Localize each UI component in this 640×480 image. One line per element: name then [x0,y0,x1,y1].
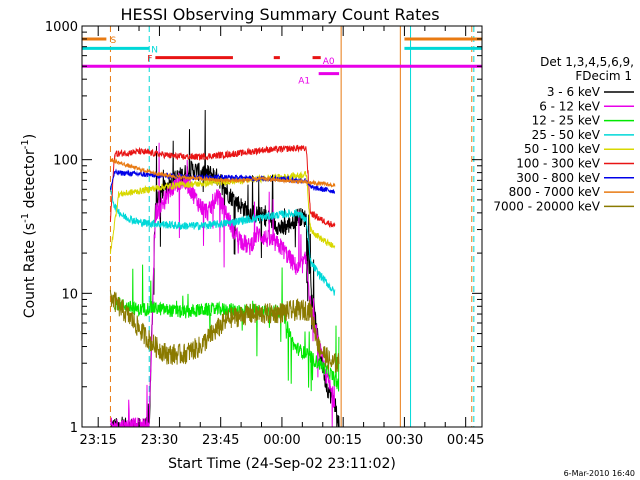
y-axis-label-end: ) [22,134,38,139]
x-tick-label: 00:45 [447,433,484,448]
y-axis-label-sup2: -1 [20,139,31,149]
series-line-6 [109,168,336,194]
series-line-7 [109,157,336,188]
y-tick-label: 1 [70,421,78,436]
chart-title: HESSI Observing Summary Count Rates [120,5,439,24]
y-tick-label: 10 [61,287,78,302]
x-tick-label: 00:00 [263,433,300,448]
flag-label-a0: A0 [323,57,335,67]
series-line-3 [109,185,336,296]
plot-area [82,26,482,427]
y-tick-label: 100 [53,154,78,169]
x-axis: 23:15 23:30 23:45 00:00 00:15 00:30 00:45 [79,26,484,448]
y-axis-label: Count Rate (s-1 detector-1) [20,134,38,318]
legend-label-8: 7000 - 20000 keV [493,199,600,213]
flag-label-a1: A1 [298,77,310,87]
x-tick-label: 23:45 [202,433,239,448]
legend-header-1: Det 1,3,4,5,6,9, [540,55,634,69]
legend-label-6: 300 - 800 keV [516,171,600,185]
series-line-8 [109,289,340,373]
x-tick-label: 23:30 [141,433,178,448]
x-tick-label: 00:15 [324,433,361,448]
legend-label-3: 25 - 50 keV [532,128,601,142]
series-line-1 [109,142,336,427]
y-axis-label-main: Count Rate (s [22,223,38,318]
x-axis-label: Start Time (24-Sep-02 23:11:02) [168,456,396,472]
series-line-5 [109,144,336,228]
y-tick-label: 1000 [45,20,78,35]
y-axis-label-mid: detector [22,149,38,213]
legend-label-1: 6 - 12 keV [539,99,601,113]
legend-label-5: 100 - 300 keV [516,157,600,171]
date-stamp: 6-Mar-2010 16:40 [564,469,635,478]
flag-label-s: S [110,36,116,46]
legend-label-2: 12 - 25 keV [532,114,601,128]
y-axis-label-sup1: -1 [20,213,31,223]
y-axis: 1 10 100 1000 [45,20,482,436]
legend-header-2: FDecim 1 [575,69,632,83]
legend-label-4: 50 - 100 keV [524,142,601,156]
series-line-2 [114,264,340,392]
legend-label-7: 800 - 7000 keV [509,185,601,199]
flag-label-f: F [147,55,152,65]
legend-label-0: 3 - 6 keV [547,85,601,99]
flag-label-n: N [151,45,158,55]
series-line-0 [110,109,340,427]
x-tick-label: 23:15 [79,433,116,448]
x-tick-label: 00:30 [386,433,423,448]
